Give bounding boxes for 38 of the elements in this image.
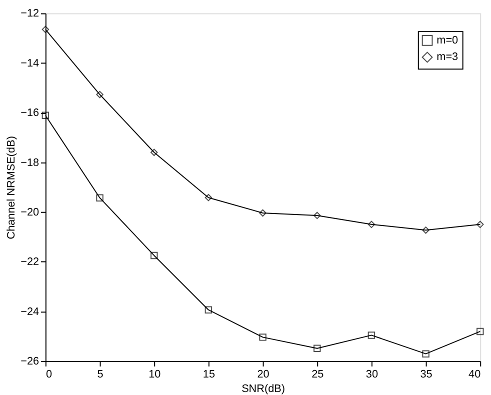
- x-tick-label: 10: [148, 368, 161, 380]
- point: [96, 90, 104, 98]
- point: [259, 334, 266, 341]
- point: [422, 226, 430, 234]
- x-tick-label: 40: [468, 368, 481, 380]
- x-tick-label: 30: [366, 368, 378, 380]
- point: [422, 350, 430, 358]
- y-axis-title: Channel NRMSE(dB): [6, 136, 18, 240]
- point: [204, 194, 212, 202]
- y-tick-label: −18: [20, 156, 40, 169]
- point: [368, 220, 376, 228]
- point: [42, 26, 50, 34]
- x-tick-label: 35: [420, 368, 432, 380]
- x-axis-title: SNR(dB): [242, 383, 286, 395]
- y-tick-label: −12: [20, 8, 40, 20]
- y-tick-label: −24: [20, 306, 40, 318]
- y-tick-label: −16: [20, 107, 40, 120]
- point: [476, 328, 484, 336]
- point: [150, 148, 158, 156]
- point: [204, 306, 212, 314]
- point: [476, 220, 484, 228]
- x-tick-label: 25: [312, 368, 324, 380]
- point: [150, 252, 158, 260]
- x-tick-label: 5: [97, 368, 104, 380]
- point: [259, 209, 266, 217]
- point: [314, 212, 321, 220]
- x-tick-label: 20: [257, 368, 270, 380]
- legend-label: m=3: [436, 51, 458, 64]
- y-tick-label: −26: [20, 355, 40, 368]
- point: [96, 194, 104, 202]
- point: [314, 344, 321, 352]
- y-tick-label: −22: [20, 256, 40, 268]
- y-tick-label: −14: [20, 57, 40, 70]
- x-tick-label: 15: [202, 368, 215, 380]
- point: [368, 332, 376, 339]
- x-tick-label: 0: [46, 368, 52, 380]
- y-tick-label: −20: [20, 206, 40, 218]
- legend-label: m=0: [436, 34, 458, 46]
